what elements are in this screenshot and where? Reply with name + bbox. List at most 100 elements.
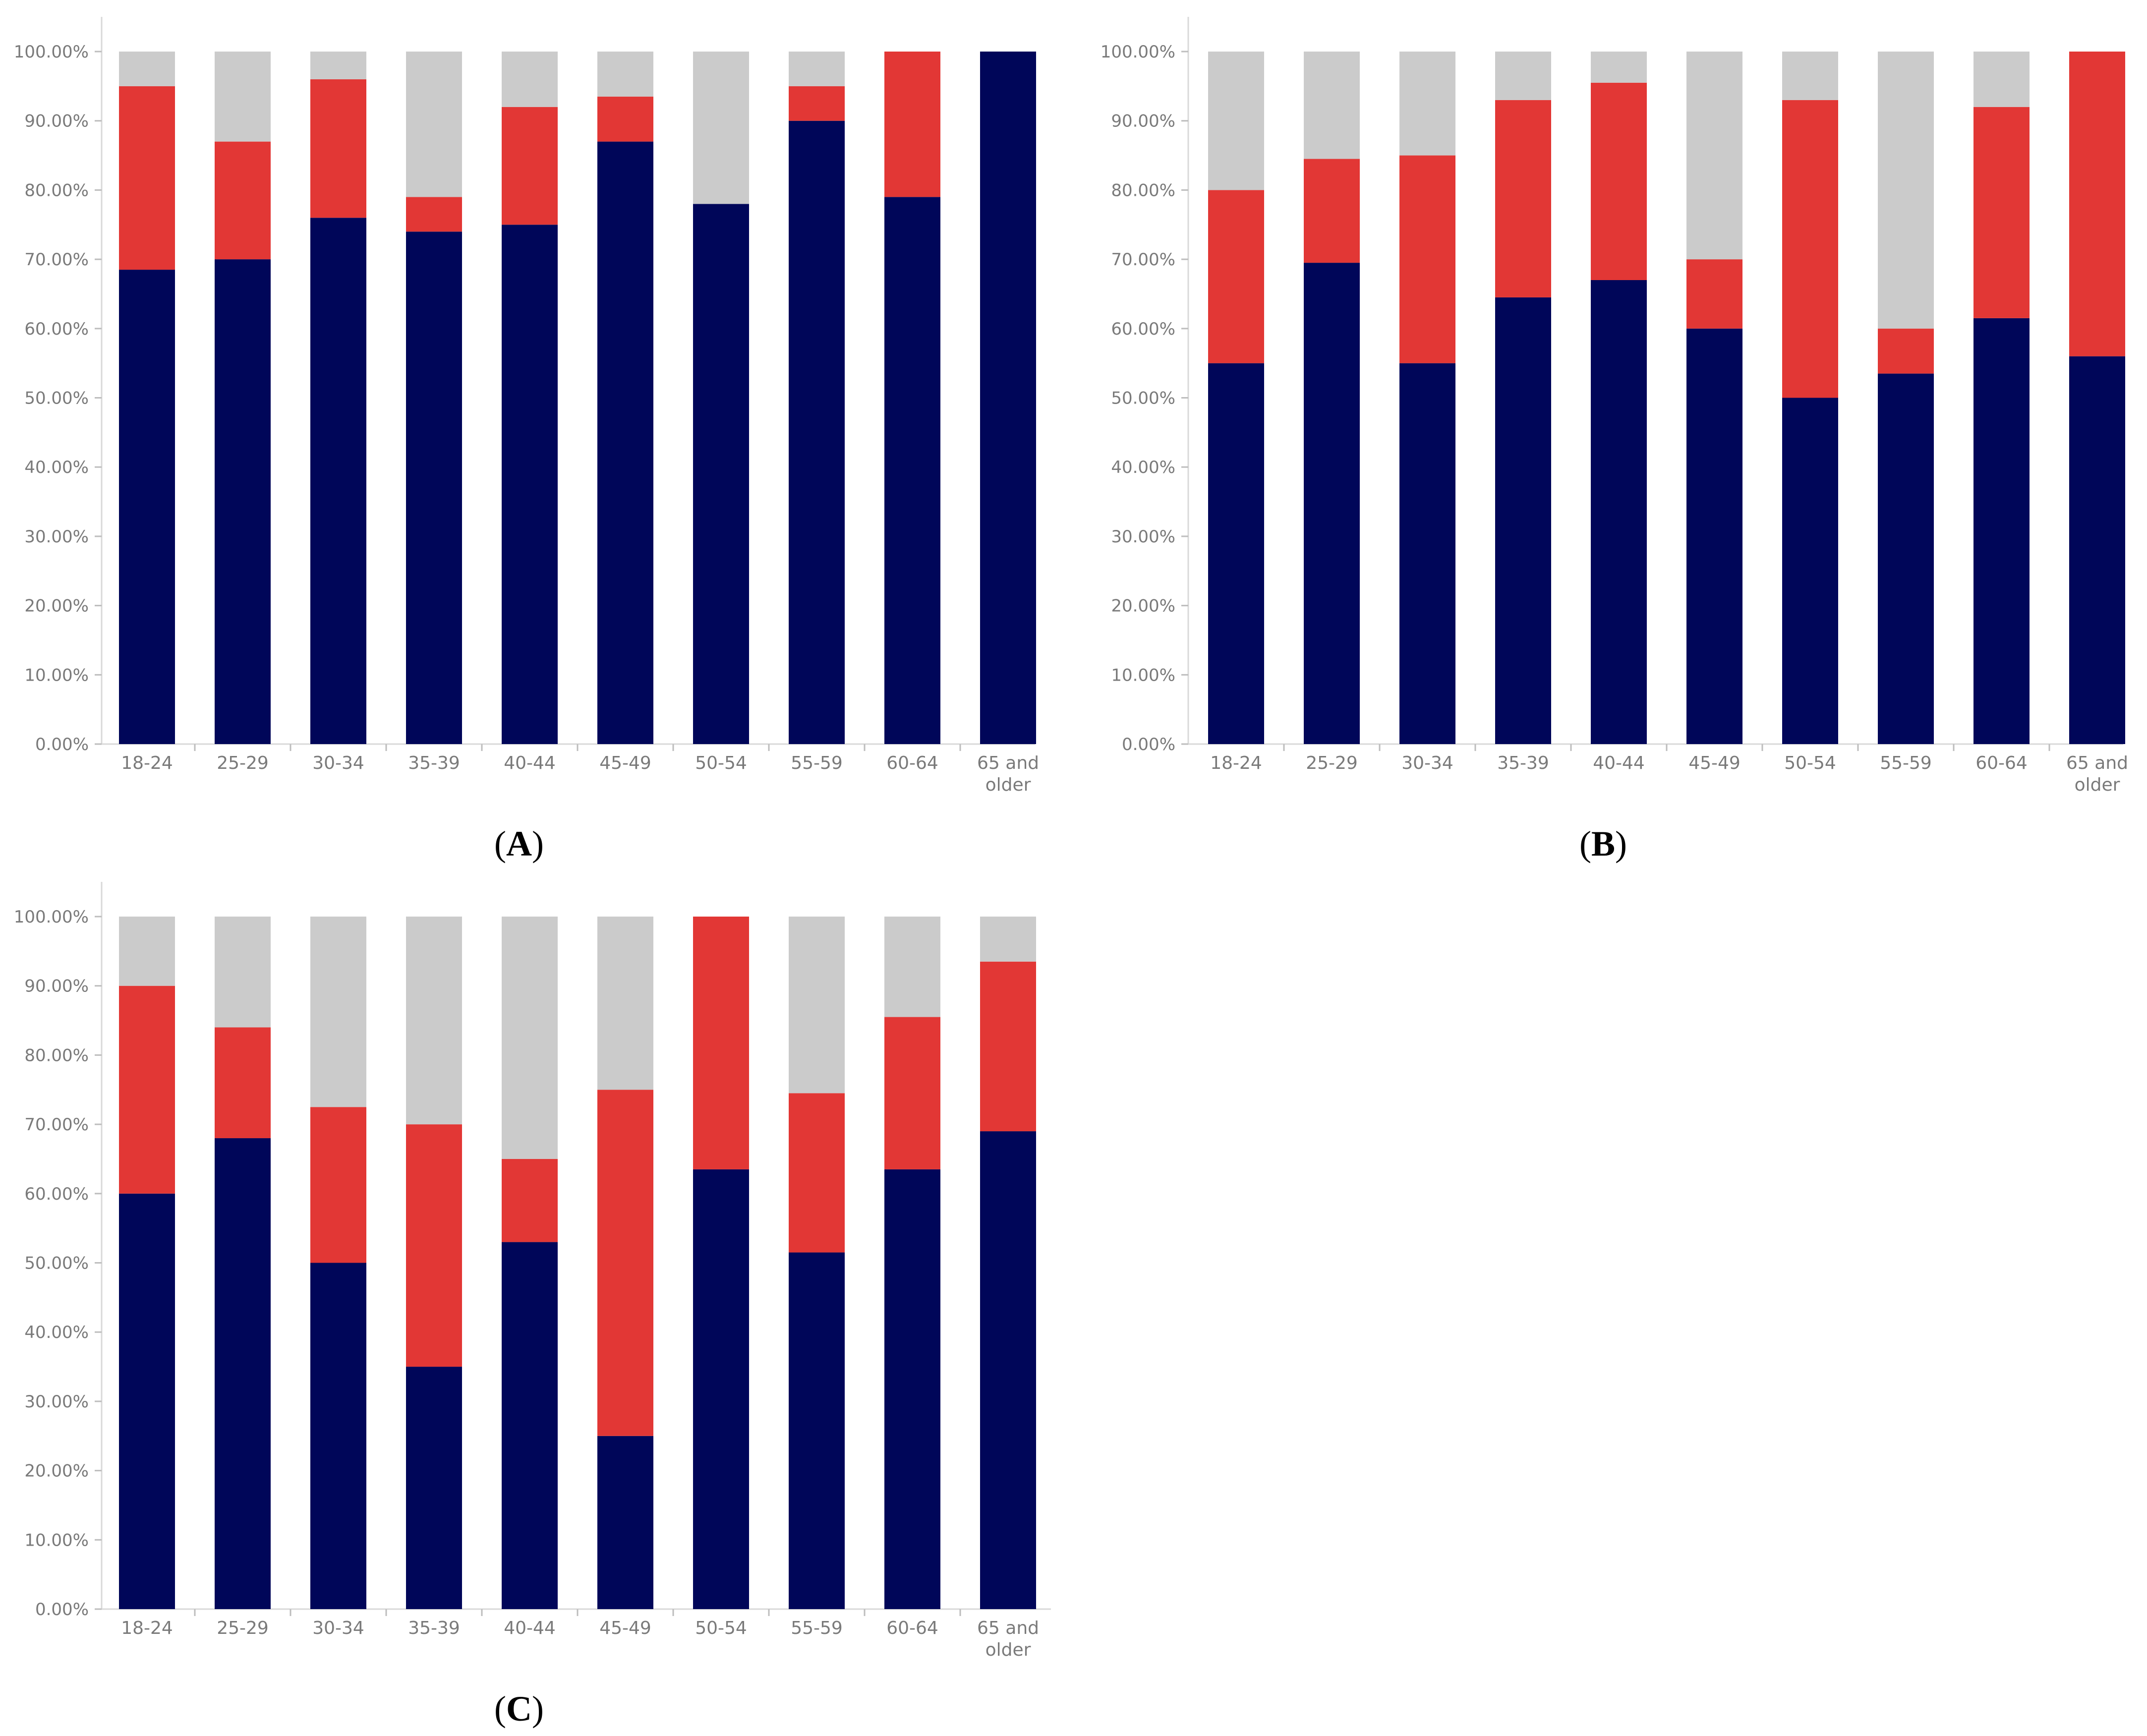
x-tick-label: older (986, 1640, 1031, 1660)
y-tick-label: 80.00% (1111, 180, 1175, 200)
bar-segment-middle (980, 962, 1036, 1131)
bar-segment-bottom (884, 197, 940, 744)
y-tick-label: 70.00% (1111, 250, 1175, 270)
bar-segment-top (1304, 52, 1360, 159)
x-tick-label: 40-44 (504, 753, 556, 773)
bar-segment-bottom (1878, 374, 1934, 744)
bar-segment-bottom (215, 1138, 271, 1609)
y-tick-label: 60.00% (1111, 319, 1175, 339)
y-tick-label: 30.00% (24, 527, 89, 547)
bar-segment-top (215, 917, 271, 1028)
bar-segment-middle (884, 1017, 940, 1169)
bar-segment-bottom (884, 1169, 940, 1609)
bar-segment-top (406, 917, 462, 1124)
x-tick-label: 45-49 (599, 753, 651, 773)
y-tick-label: 20.00% (24, 596, 89, 616)
x-tick-label: 45-49 (599, 1618, 651, 1638)
bar-segment-bottom (215, 259, 271, 744)
x-tick-label: 60-64 (1975, 753, 2028, 773)
bar-segment-middle (2069, 52, 2125, 356)
figure: 0.00% 10.00% 20.00% 30.00% 40.00% 50.00% 60.00… (0, 0, 2147, 1736)
bar-segment-middle (310, 1107, 366, 1263)
bar-segment-middle (1973, 107, 2030, 318)
bar-segment-bottom (1399, 363, 1455, 744)
y-tick-label: 90.00% (1111, 112, 1175, 131)
bar-segment-middle (1208, 190, 1264, 363)
bar-segment-bottom (406, 1367, 462, 1609)
chart-panel-c: 0.00% 10.00% 20.00% 30.00% 40.00% 50.00% 60.00… (14, 882, 1051, 1729)
bar-segment-top (310, 917, 366, 1107)
bar-segment-bottom (980, 52, 1036, 744)
x-tick-label: 35-39 (1497, 753, 1549, 773)
bar-segment-top (1973, 52, 2030, 107)
x-tick-label: 45-49 (1688, 753, 1741, 773)
y-tick-label: 70.00% (24, 250, 89, 270)
panel-label: (A) (494, 824, 544, 864)
y-tick-label: 30.00% (24, 1392, 89, 1412)
x-tick-label: 18-24 (1210, 753, 1262, 773)
chart-panel-b: 0.00% 10.00% 20.00% 30.00% 40.00% 50.00% 60.00… (1101, 17, 2128, 864)
bar-segment-top (502, 52, 558, 107)
x-tick-label: 18-24 (121, 753, 173, 773)
x-tick-label: 60-64 (886, 753, 938, 773)
x-tick-label: 65 and (977, 753, 1039, 773)
bar-segment-top (693, 52, 749, 204)
x-tick-label: 50-54 (1784, 753, 1836, 773)
chart-panel-a: 0.00% 10.00% 20.00% 30.00% 40.00% 50.00% 60.00… (14, 17, 1039, 864)
x-tick-label: 55-59 (791, 753, 843, 773)
x-tick-label: older (986, 775, 1031, 795)
bar-segment-middle (310, 79, 366, 218)
bar-segment-top (1208, 52, 1264, 190)
y-tick-label: 60.00% (24, 1184, 89, 1204)
bar-segment-top (1399, 52, 1455, 156)
bar-segment-middle (1304, 159, 1360, 263)
bar-segment-middle (789, 1093, 845, 1252)
y-tick-label: 0.00% (1122, 735, 1175, 754)
bar-segment-bottom (1686, 329, 1742, 744)
bar-segment-middle (215, 1028, 271, 1139)
bar-segment-middle (406, 197, 462, 231)
y-tick-label: 60.00% (24, 319, 89, 339)
bar-segment-top (119, 52, 175, 86)
bar-segment-bottom (1973, 318, 2030, 744)
x-tick-label: 35-39 (408, 753, 460, 773)
bar-segment-bottom (119, 1194, 175, 1609)
x-tick-label: 25-29 (217, 1618, 269, 1638)
bar-segment-bottom (1208, 363, 1264, 744)
bar-segment-bottom (502, 1242, 558, 1609)
bar-segment-middle (215, 142, 271, 259)
x-tick-label: 30-34 (312, 1618, 364, 1638)
x-tick-label: 40-44 (1593, 753, 1645, 773)
x-tick-label: 25-29 (217, 753, 269, 773)
bar-segment-bottom (1591, 280, 1647, 744)
bar-segment-top (597, 52, 653, 97)
bar-segment-bottom (1782, 398, 1838, 745)
bar-segment-top (502, 917, 558, 1159)
y-tick-label: 70.00% (24, 1115, 89, 1135)
x-tick-label: 65 and (2066, 753, 2128, 773)
y-tick-label: 100.00% (14, 42, 89, 62)
y-tick-label: 80.00% (24, 180, 89, 200)
x-tick-label: 30-34 (1401, 753, 1453, 773)
bar-segment-middle (884, 52, 940, 197)
x-tick-label: 60-64 (886, 1618, 938, 1638)
bar-segment-middle (119, 986, 175, 1194)
x-tick-label: 30-34 (312, 753, 364, 773)
bar-segment-top (597, 917, 653, 1090)
y-tick-label: 50.00% (1111, 389, 1175, 408)
y-tick-label: 40.00% (1111, 458, 1175, 477)
bar-segment-middle (597, 97, 653, 142)
bar-segment-middle (789, 86, 845, 121)
y-tick-label: 40.00% (24, 458, 89, 477)
y-tick-label: 10.00% (1111, 665, 1175, 685)
bar-segment-middle (1686, 259, 1742, 329)
bar-segment-bottom (597, 1436, 653, 1609)
y-tick-label: 90.00% (24, 112, 89, 131)
panel-label: (B) (1579, 824, 1627, 864)
bar-segment-top (980, 917, 1036, 962)
bar-segment-middle (1591, 83, 1647, 280)
bar-segment-bottom (693, 1169, 749, 1609)
bar-segment-bottom (310, 1263, 366, 1610)
bar-segment-bottom (1304, 263, 1360, 744)
y-tick-label: 100.00% (1101, 42, 1175, 62)
